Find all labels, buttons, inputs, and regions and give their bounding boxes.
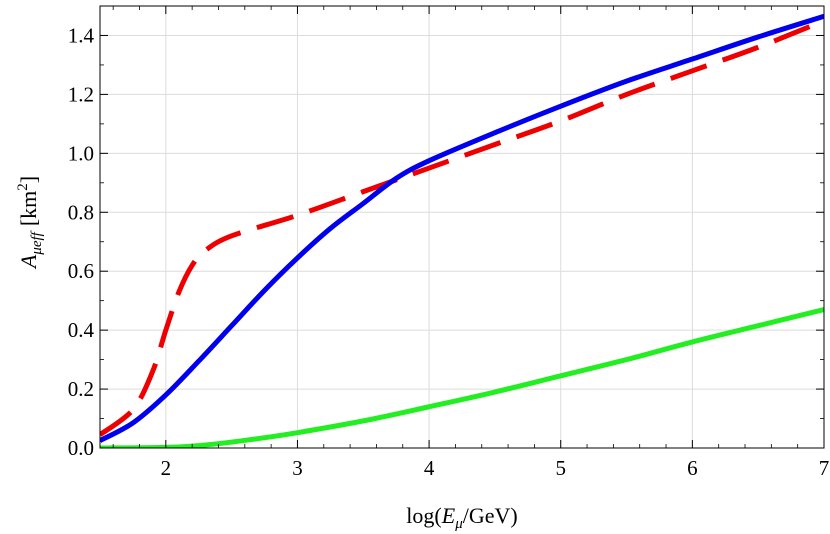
y-axis-label: Aμeff[km2] (15, 176, 45, 270)
y-tick-label: 1.0 (68, 141, 94, 165)
x-tick-label: 4 (424, 456, 435, 480)
x-tick-label: 2 (161, 456, 172, 480)
axis-ticks: 2 3 4 5 6 7 0.0 0.2 0.4 0.6 0.8 1.0 1.2 1.4 (68, 6, 830, 480)
green-series-line (100, 307, 824, 448)
x-tick-label: 5 (555, 456, 566, 480)
x-tick-label: 7 (819, 456, 830, 480)
blue-series-line (100, 13, 824, 443)
y-tick-label: 0.6 (68, 259, 94, 283)
y-tick-label: 1.4 (68, 23, 95, 47)
x-axis-label: log(Eμ/GeV) (406, 503, 517, 532)
x-tick-label: 3 (292, 456, 303, 480)
y-tick-label: 0.0 (68, 436, 94, 460)
y-tick-label: 1.2 (68, 82, 94, 106)
x-tick-label: 6 (687, 456, 698, 480)
plot-frame (99, 5, 825, 449)
series-lines (100, 13, 824, 448)
red-dashed-series-line (100, 18, 824, 437)
y-tick-label: 0.8 (68, 200, 94, 224)
y-tick-label: 0.2 (68, 377, 94, 401)
y-tick-label: 0.4 (68, 318, 95, 342)
grid (100, 6, 824, 448)
